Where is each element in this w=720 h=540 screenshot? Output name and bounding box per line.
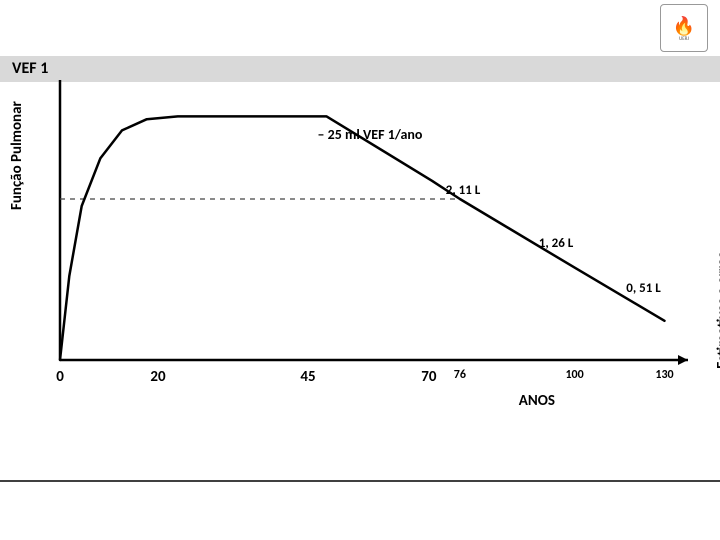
annotation-126: 1, 26 L (539, 236, 574, 251)
x-tick-130: 130 (655, 368, 673, 382)
x-tick-45: 45 (300, 368, 315, 386)
x-tick-20: 20 (150, 368, 165, 386)
annotation-decline: – 25 ml VEF 1/ano (318, 126, 423, 143)
footer-line (0, 480, 720, 482)
x-axis-title: ANOS (519, 392, 555, 410)
chart-svg (0, 0, 720, 540)
x-tick-0: 0 (56, 368, 64, 386)
annotation-211: 2, 11 L (446, 183, 481, 198)
slide-root: 🔥 UERJ VEF 1 Função Pulmonar Estimativas… (0, 0, 720, 540)
x-tick-76: 76 (454, 368, 466, 382)
x-tick-70: 70 (421, 368, 436, 386)
x-tick-100: 100 (565, 368, 583, 382)
annotation-051: 0, 51 L (626, 281, 661, 296)
